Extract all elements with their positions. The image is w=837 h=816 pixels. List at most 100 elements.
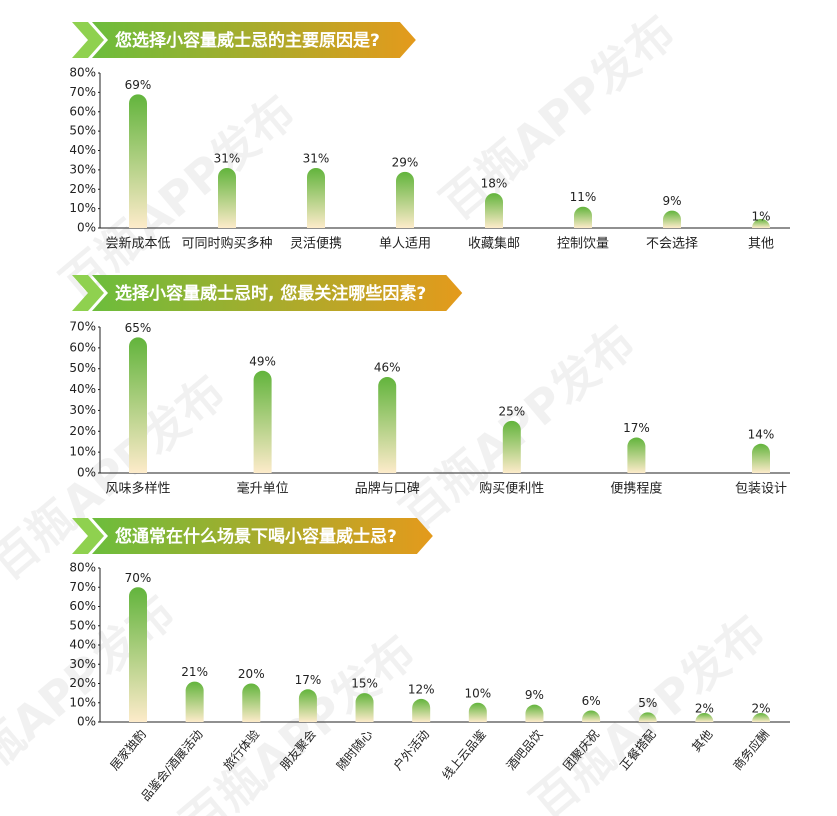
value-label: 12%: [408, 682, 435, 696]
y-tick-label: 0%: [77, 715, 96, 729]
y-tick-label: 20%: [69, 676, 96, 690]
x-tick-label: 灵活便携: [290, 236, 342, 252]
value-label: 1%: [751, 210, 770, 224]
bar: [752, 219, 770, 228]
value-label: 31%: [214, 151, 241, 165]
chart-title: 您选择小容量威士忌的主要原因是?: [115, 30, 380, 51]
y-tick-label: 60%: [69, 340, 96, 354]
bar: [663, 210, 681, 228]
watermark: 百瓶APP发布: [430, 4, 685, 230]
watermark: 百瓶APP发布: [170, 624, 425, 816]
value-label: 10%: [464, 686, 491, 700]
bar: [525, 704, 544, 722]
value-label: 25%: [498, 404, 525, 418]
bar: [638, 712, 657, 722]
x-tick-label: 包装设计: [735, 482, 787, 497]
x-tick-label: 毫升单位: [237, 481, 289, 497]
y-tick-label: 30%: [69, 657, 96, 671]
y-tick-label: 20%: [69, 182, 96, 196]
y-tick-label: 70%: [69, 85, 96, 99]
y-tick-label: 60%: [69, 599, 96, 613]
bar: [412, 698, 431, 722]
y-tick-label: 10%: [69, 201, 96, 215]
x-tick-label: 控制饮量: [557, 237, 609, 252]
y-tick-label: 60%: [69, 104, 96, 118]
y-tick-label: 50%: [69, 618, 96, 632]
x-tick-label: 单人适用: [379, 237, 431, 252]
x-tick-label: 可同时购买多种: [181, 236, 272, 252]
bar: [752, 713, 770, 722]
x-tick-label: 线上云品鉴: [439, 727, 488, 782]
value-label: 5%: [638, 696, 657, 710]
chart-title: 选择小容量威士忌时, 您最关注哪些因素?: [115, 283, 426, 304]
value-label: 2%: [751, 702, 770, 716]
bar: [485, 193, 503, 228]
x-tick-label: 户外活动: [390, 727, 432, 773]
y-tick-label: 0%: [77, 221, 96, 235]
y-tick-label: 50%: [69, 124, 96, 138]
value-label: 17%: [623, 421, 650, 435]
value-label: 9%: [525, 688, 544, 702]
bar: [218, 167, 236, 228]
x-tick-label: 不会选择: [646, 237, 698, 252]
y-tick-label: 40%: [69, 382, 96, 396]
x-tick-label: 品牌与口碑: [355, 481, 420, 497]
y-tick-label: 50%: [69, 361, 96, 375]
value-label: 69%: [125, 78, 152, 92]
y-tick-label: 30%: [69, 162, 96, 176]
value-label: 18%: [481, 177, 508, 191]
bar: [129, 94, 147, 228]
y-tick-label: 0%: [77, 466, 96, 480]
y-tick-label: 80%: [69, 561, 96, 575]
banner-body: [92, 518, 433, 554]
value-label: 11%: [570, 190, 597, 204]
y-tick-label: 10%: [69, 445, 96, 459]
title-banner: 您选择小容量威士忌的主要原因是?: [72, 22, 416, 58]
value-label: 46%: [374, 361, 401, 375]
x-tick-label: 居家独酌: [107, 727, 149, 773]
value-label: 17%: [295, 673, 322, 687]
watermark: 百瓶APP发布: [0, 364, 235, 590]
watermark: 百瓶APP发布: [520, 604, 775, 816]
value-label: 6%: [582, 694, 601, 708]
bar: [129, 587, 147, 722]
y-tick-label: 30%: [69, 403, 96, 417]
chart-title: 您通常在什么场景下喝小容量威士忌?: [115, 526, 397, 547]
bar: [574, 206, 592, 228]
bar: [502, 420, 521, 473]
y-tick-label: 10%: [69, 695, 96, 709]
value-label: 2%: [695, 702, 714, 716]
value-label: 9%: [662, 194, 681, 208]
value-label: 31%: [303, 151, 330, 165]
bar: [396, 171, 414, 228]
value-label: 70%: [125, 571, 152, 585]
x-tick-label: 其他: [748, 237, 774, 252]
bar: [355, 693, 374, 722]
bar: [468, 702, 487, 722]
x-tick-label: 商务应酬: [730, 727, 772, 773]
value-label: 14%: [748, 427, 775, 441]
value-label: 21%: [181, 665, 208, 679]
y-tick-label: 70%: [69, 580, 96, 594]
bar: [185, 681, 204, 722]
banner-body: [92, 275, 463, 311]
bar: [378, 377, 397, 473]
bar: [627, 437, 646, 473]
bar: [242, 683, 261, 722]
y-tick-label: 70%: [69, 320, 96, 334]
bar: [298, 689, 317, 722]
y-tick-label: 20%: [69, 424, 96, 438]
x-tick-label: 便携程度: [610, 481, 662, 497]
banner-chevron: [72, 22, 104, 58]
title-banner: 选择小容量威士忌时, 您最关注哪些因素?: [72, 275, 463, 311]
x-tick-label: 其他: [689, 727, 715, 754]
y-tick-label: 40%: [69, 638, 96, 652]
x-tick-label: 购买便利性: [479, 481, 544, 497]
value-label: 29%: [392, 155, 419, 169]
x-tick-label: 风味多样性: [105, 481, 170, 497]
bar: [253, 370, 272, 473]
bar: [582, 710, 601, 722]
bar: [129, 337, 147, 473]
x-tick-label: 收藏集邮: [468, 236, 520, 252]
